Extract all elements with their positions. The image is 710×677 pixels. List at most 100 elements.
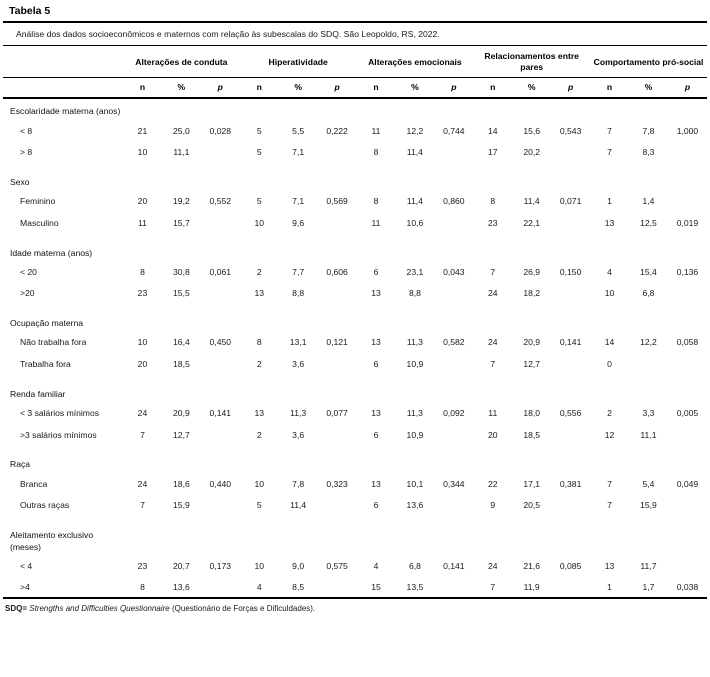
- cell-value: [201, 577, 240, 599]
- cell-value: 8: [256, 337, 262, 348]
- cell-value: 16,4: [173, 337, 190, 348]
- empty-cell: [434, 163, 473, 191]
- cell-value: 10,1: [406, 478, 424, 489]
- empty-cell: [551, 445, 590, 473]
- row-label: Trabalha fora: [20, 358, 71, 369]
- cell-value: 0,085: [559, 560, 582, 571]
- cell-value: [318, 424, 357, 446]
- empty-cell: [395, 516, 434, 555]
- empty-cell: [512, 304, 551, 332]
- empty-cell: [551, 304, 590, 332]
- sdq-analysis-table: Alterações de conduta Hiperatividade Alter…: [3, 46, 707, 599]
- empty-cell: [434, 375, 473, 403]
- empty-cell: [318, 234, 357, 262]
- cell-value: 25,0: [173, 125, 190, 136]
- table-row: >20 23 15,5 13 8,8 13 8,8 24 18,2 10 6,8: [3, 283, 707, 305]
- cell-value: 8: [140, 581, 145, 592]
- corner-cell: [3, 46, 123, 79]
- cell-value: 0,552: [209, 196, 232, 207]
- empty-cell: [357, 234, 396, 262]
- cell-value: 5,4: [642, 478, 655, 489]
- cell-value: 24: [137, 478, 148, 489]
- cell-value: [551, 141, 590, 163]
- cell-value: 8: [373, 147, 379, 158]
- empty-cell: [512, 445, 551, 473]
- cell-value: 14: [487, 125, 498, 136]
- empty-cell: [201, 445, 240, 473]
- empty-cell: [318, 304, 357, 332]
- cell-value: 6: [373, 429, 379, 440]
- section-label-row: Aleitamento exclusivo (meses): [3, 516, 707, 555]
- empty-cell: [395, 163, 434, 191]
- cell-value: 11,3: [406, 337, 423, 348]
- empty-cell: [551, 234, 590, 262]
- cell-value: 12,7: [523, 358, 541, 369]
- cell-value: 11,4: [406, 147, 423, 158]
- subheader-row: n% p n% p n% p n% p n% p: [3, 77, 707, 100]
- cell-value: 5: [256, 147, 262, 158]
- corner-cell: [3, 77, 123, 100]
- cell-value: 13: [371, 478, 381, 489]
- row-label: < 4: [20, 560, 33, 571]
- cell-value: [201, 424, 240, 446]
- cell-value: [551, 283, 590, 305]
- cell-value: 6: [373, 358, 379, 369]
- section-label-row: Sexo: [3, 163, 707, 191]
- empty-cell: [162, 98, 201, 120]
- empty-cell: [551, 163, 590, 191]
- empty-cell: [123, 234, 162, 262]
- group-header-row: Alterações de conduta Hiperatividade Alter…: [3, 46, 707, 79]
- empty-cell: [240, 304, 279, 332]
- cell-value: 10,9: [406, 429, 424, 440]
- cell-value: 0,606: [326, 266, 348, 277]
- cell-value: 0,038: [676, 581, 699, 592]
- empty-cell: [240, 516, 279, 555]
- table-row: < 4 23 20,7 0,173 10 9,0 0,575 4 6,8 0,141 24 21,6 0…: [3, 555, 707, 577]
- cell-value: 18,5: [173, 358, 190, 369]
- cell-value: [318, 141, 357, 163]
- section-label: Aleitamento exclusivo (meses): [10, 529, 94, 552]
- cell-value: 21,6: [523, 560, 541, 571]
- cell-value: 0,061: [209, 266, 232, 277]
- cell-value: 0,049: [676, 478, 699, 489]
- subheader-pct: %: [628, 77, 668, 100]
- empty-cell: [357, 304, 396, 332]
- cell-value: 18,2: [523, 288, 541, 299]
- empty-cell: [357, 375, 396, 403]
- empty-cell: [668, 98, 707, 120]
- empty-cell: [318, 163, 357, 191]
- empty-cell: [240, 445, 279, 473]
- empty-cell: [668, 234, 707, 262]
- cell-value: 20: [487, 429, 498, 440]
- cell-value: [434, 353, 473, 375]
- subheader-p: p: [317, 77, 357, 100]
- row-label: >20: [20, 288, 35, 299]
- cell-value: 7,1: [292, 196, 305, 207]
- cell-value: 7,8: [292, 478, 305, 489]
- empty-cell: [629, 516, 668, 555]
- empty-cell: [473, 304, 512, 332]
- empty-cell: [201, 375, 240, 403]
- row-label: Feminino: [20, 196, 56, 207]
- table-row: Feminino 20 19,2 0,552 5 7,1 0,569 8 11,4 0,860 8 1…: [3, 191, 707, 213]
- table-row: Branca 24 18,6 0,440 10 7,8 0,323 13 10,1 0,344 22…: [3, 473, 707, 495]
- empty-cell: [434, 304, 473, 332]
- cell-value: 10: [254, 560, 264, 571]
- cell-value: 0,141: [443, 560, 465, 571]
- cell-value: [318, 283, 357, 305]
- empty-cell: [629, 375, 668, 403]
- column-group-header: Alterações emocionais: [356, 46, 474, 79]
- cell-value: [668, 283, 707, 305]
- cell-value: 0,556: [559, 408, 582, 419]
- cell-value: 7: [490, 358, 496, 369]
- empty-cell: [357, 98, 396, 120]
- table-title: Tabela 5: [3, 2, 707, 23]
- section-label-row: Idade materna (anos): [3, 234, 707, 262]
- section-label: Sexo: [10, 176, 30, 187]
- cell-value: 18,6: [173, 478, 190, 489]
- cell-value: 1: [607, 581, 612, 592]
- empty-cell: [279, 516, 318, 555]
- cell-value: 0,058: [676, 337, 699, 348]
- cell-value: 26,9: [523, 266, 541, 277]
